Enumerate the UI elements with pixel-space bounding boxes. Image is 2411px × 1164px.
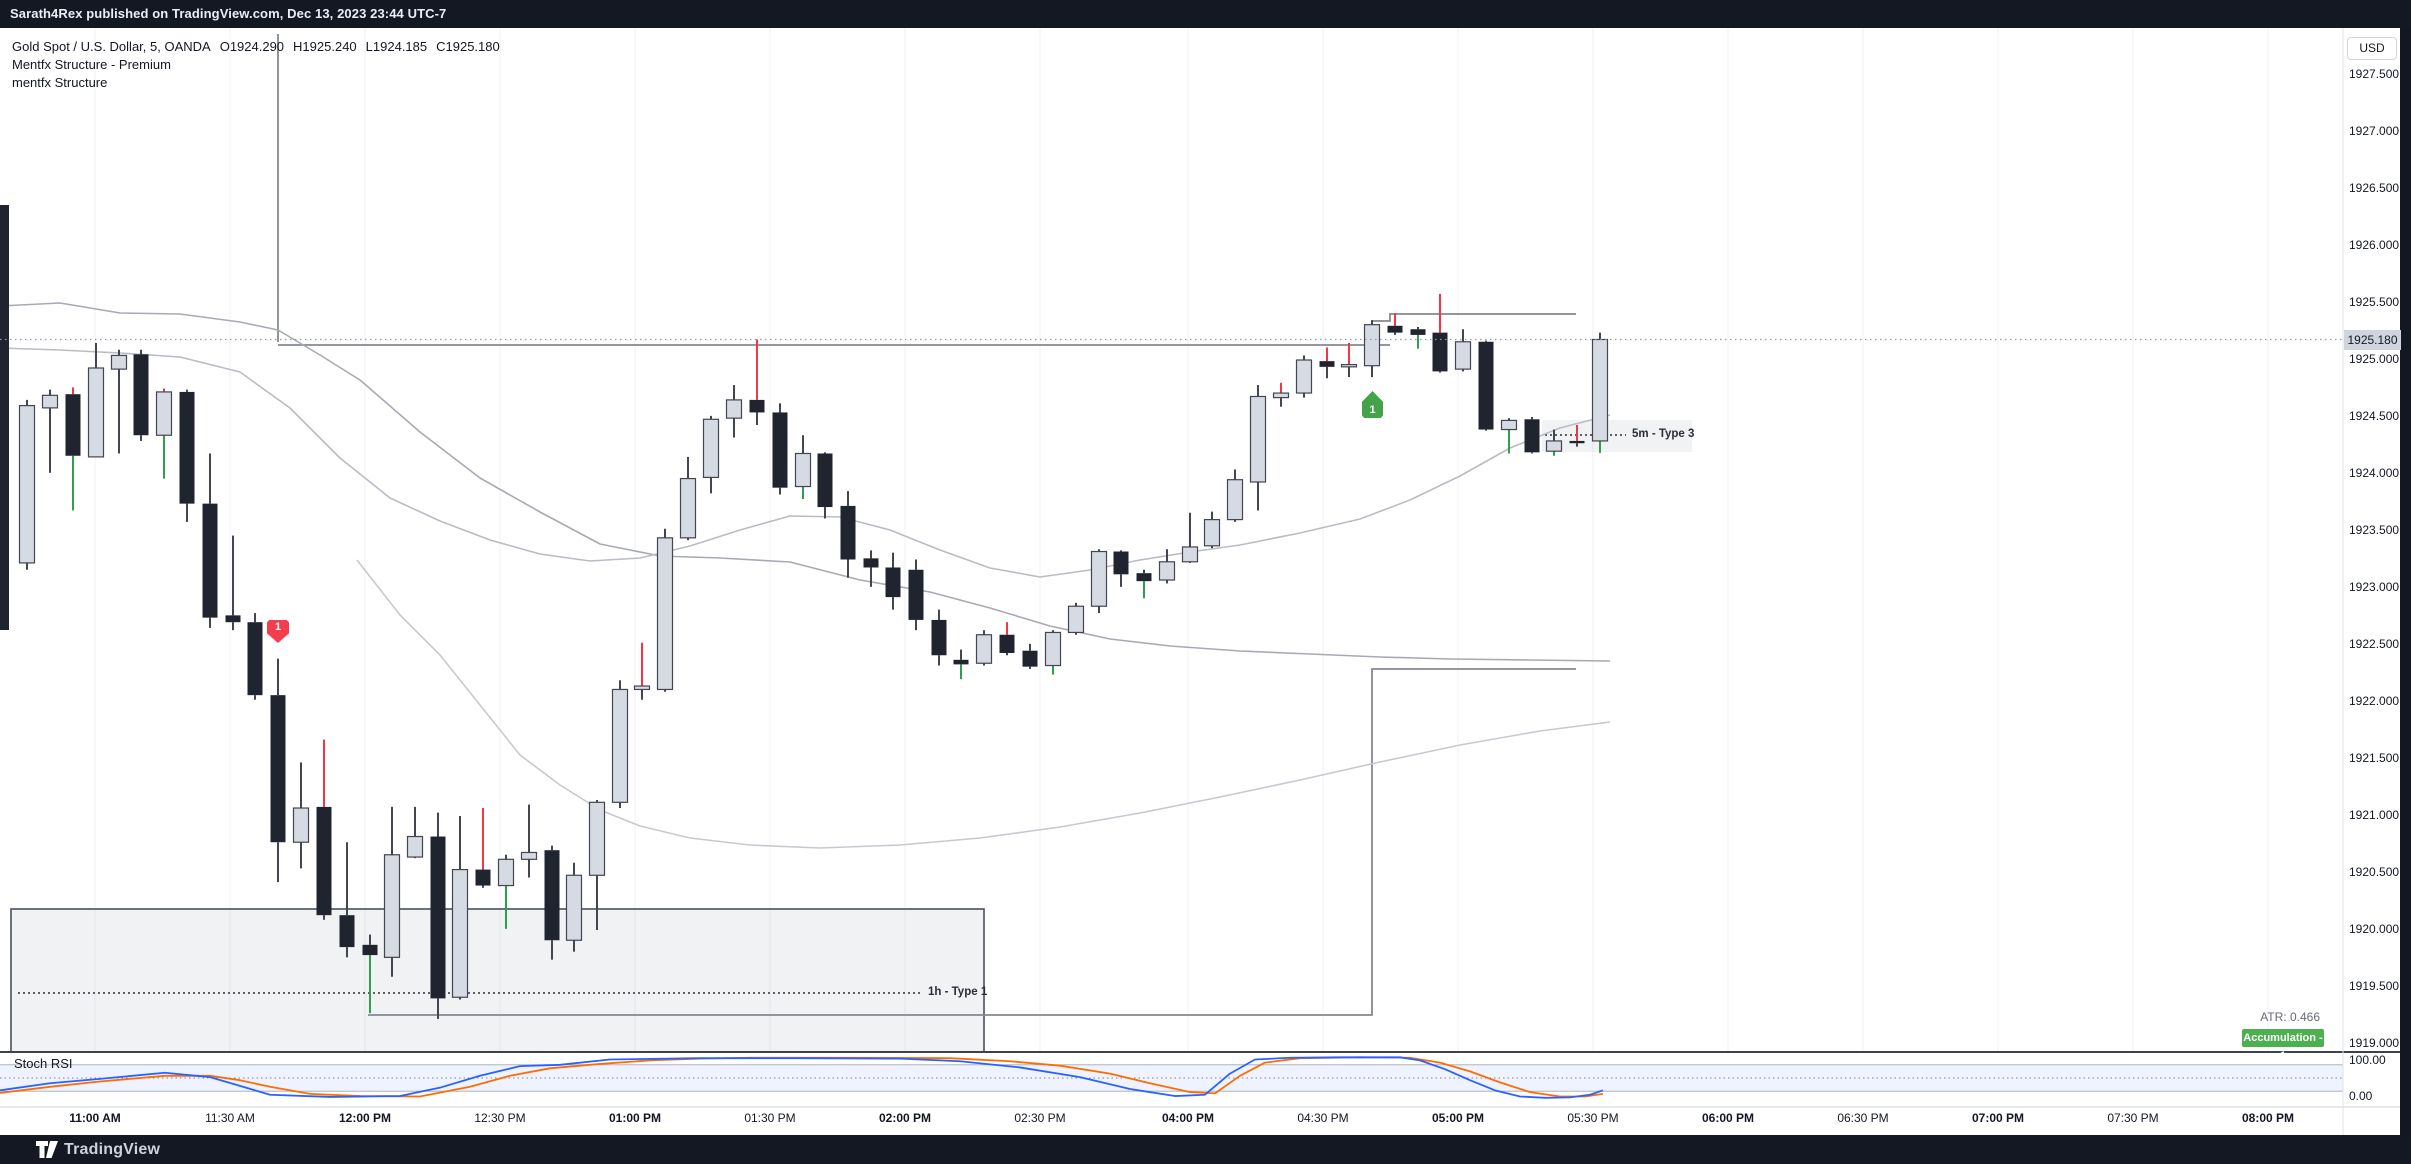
time-tick-label: 02:00 PM — [878, 1111, 932, 1125]
legend-symbol-row: Gold Spot / U.S. Dollar, 5, OANDA O1924.2… — [12, 38, 500, 56]
ohlc-close: C1925.180 — [436, 39, 500, 54]
price-tick-label: 1921.000 — [2349, 808, 2400, 822]
price-tick-label: 1920.500 — [2349, 865, 2400, 879]
time-tick-label: 12:30 PM — [474, 1111, 526, 1125]
time-tick-label: 04:00 PM — [1161, 1111, 1215, 1125]
legend-indicator-1[interactable]: Mentfx Structure - Premium — [12, 57, 171, 72]
zone-label-1h-type-1[interactable]: 1h - Type 1 — [928, 986, 988, 998]
zone-label-5m-type-3[interactable]: 5m - Type 3 — [1632, 428, 1695, 440]
price-tick-label: 1924.500 — [2349, 409, 2400, 423]
stoch-scale-0: 0.00 — [2349, 1089, 2373, 1103]
price-tick-label: 1919.500 — [2349, 979, 2400, 993]
time-tick-label: 05:30 PM — [1567, 1111, 1619, 1125]
price-tick-label: 1919.000 — [2349, 1036, 2400, 1050]
sell-marker-icon[interactable]: 1 — [267, 620, 289, 643]
last-price-label[interactable]: 1925.180 — [2344, 330, 2401, 350]
price-tick-label: 1924.000 — [2349, 466, 2400, 480]
price-tick-label: 1926.500 — [2349, 181, 2400, 195]
time-tick-label: 08:00 PM — [2241, 1111, 2295, 1125]
atr-value: ATR: 0.466 — [2260, 1010, 2320, 1024]
time-tick-label: 01:30 PM — [744, 1111, 796, 1125]
time-tick-label: 04:30 PM — [1297, 1111, 1349, 1125]
publish-bar: Sarath4Rex published on TradingView.com,… — [0, 0, 2411, 28]
chart-legend[interactable]: Gold Spot / U.S. Dollar, 5, OANDA O1924.2… — [12, 38, 500, 92]
time-tick-label: 11:00 AM — [69, 1111, 121, 1125]
tradingview-brand-text[interactable]: TradingView — [64, 1141, 161, 1158]
time-tick-label: 02:30 PM — [1014, 1111, 1066, 1125]
chart-canvas[interactable] — [0, 28, 2400, 1135]
time-tick-label: 07:00 PM — [1971, 1111, 2025, 1125]
time-tick-label: 06:00 PM — [1701, 1111, 1755, 1125]
buy-marker-icon[interactable]: 1 — [1362, 391, 1383, 418]
symbol-title: Gold Spot / U.S. Dollar, 5, OANDA — [12, 39, 211, 54]
time-tick-label: 05:00 PM — [1431, 1111, 1485, 1125]
time-tick-label: 12:00 PM — [338, 1111, 392, 1125]
currency-usd-button[interactable]: USD — [2347, 37, 2397, 60]
ohlc-high: H1925.240 — [293, 39, 357, 54]
price-tick-label: 1920.000 — [2349, 922, 2400, 936]
time-tick-label: 11:30 AM — [205, 1111, 255, 1125]
price-tick-label: 1927.500 — [2349, 67, 2400, 81]
publish-text: Sarath4Rex published on TradingView.com,… — [10, 6, 447, 21]
time-tick-label: 01:00 PM — [608, 1111, 662, 1125]
price-tick-label: 1923.500 — [2349, 523, 2400, 537]
footer-bar: TradingView — [0, 1135, 2411, 1164]
price-tick-label: 1925.500 — [2349, 295, 2400, 309]
time-tick-label: 07:30 PM — [2107, 1111, 2159, 1125]
stoch-scale-100: 100.00 — [2349, 1053, 2386, 1067]
legend-indicator-2[interactable]: mentfx Structure — [12, 75, 108, 90]
price-tick-label: 1922.500 — [2349, 637, 2400, 651]
time-tick-label: 06:30 PM — [1837, 1111, 1889, 1125]
stoch-rsi-label[interactable]: Stoch RSI — [14, 1056, 73, 1071]
price-tick-label: 1927.000 — [2349, 124, 2400, 138]
price-tick-label: 1922.000 — [2349, 694, 2400, 708]
price-tick-label: 1925.000 — [2349, 352, 2400, 366]
accumulation-badge: Accumulation - 1 — [2242, 1029, 2324, 1062]
ohlc-low: L1924.185 — [365, 39, 428, 54]
tradingview-logo-icon[interactable] — [36, 1141, 58, 1158]
price-tick-label: 1923.000 — [2349, 580, 2400, 594]
price-tick-label: 1926.000 — [2349, 238, 2400, 252]
price-tick-label: 1921.500 — [2349, 751, 2400, 765]
ohlc-open: O1924.290 — [219, 39, 285, 54]
